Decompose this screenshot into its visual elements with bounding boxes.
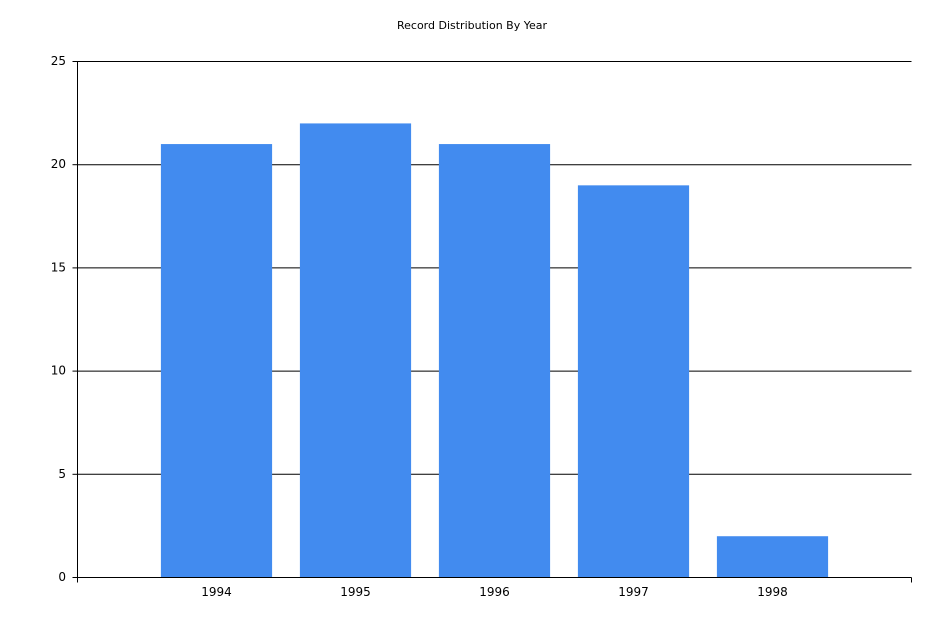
x-tick-label: 1998	[757, 585, 788, 599]
y-tick-label: 5	[58, 467, 66, 481]
x-tick-label: 1994	[201, 585, 232, 599]
x-tick-label: 1996	[479, 585, 510, 599]
y-tick-label: 10	[51, 364, 66, 378]
x-tick-label: 1997	[618, 585, 649, 599]
x-tick-label: 1995	[340, 585, 371, 599]
bar	[160, 144, 273, 578]
bar	[299, 123, 412, 578]
y-tick-label: 25	[51, 54, 66, 68]
bar	[716, 536, 829, 578]
y-tick-label: 20	[51, 157, 66, 171]
y-tick-label: 0	[58, 570, 66, 584]
bar	[577, 185, 690, 578]
chart-title: Record Distribution By Year	[397, 19, 547, 32]
bar	[438, 144, 551, 578]
y-tick-label: 15	[51, 260, 66, 274]
